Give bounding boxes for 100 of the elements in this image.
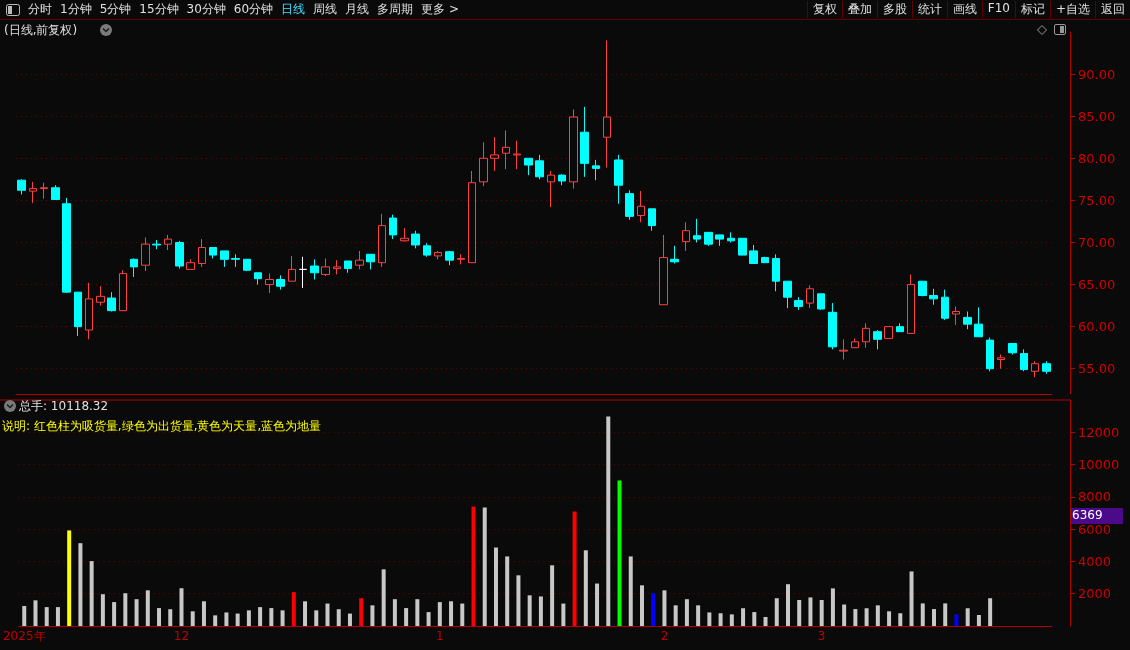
candlestick bbox=[434, 250, 442, 260]
text: 5分钟 bbox=[99, 1, 132, 18]
bar bbox=[718, 613, 723, 626]
bar bbox=[920, 603, 925, 626]
candlestick bbox=[963, 311, 972, 330]
candlestick bbox=[896, 322, 904, 333]
bar bbox=[44, 607, 49, 626]
candlestick bbox=[344, 260, 352, 274]
bar bbox=[168, 609, 173, 626]
candlestick bbox=[727, 231, 735, 243]
candlestick bbox=[400, 227, 409, 243]
bar bbox=[931, 609, 936, 626]
bar bbox=[134, 599, 139, 626]
candlestick bbox=[378, 213, 386, 268]
candlestick bbox=[490, 136, 499, 172]
bar bbox=[415, 599, 420, 626]
y-tick-label: 85.00 bbox=[1078, 108, 1116, 124]
bar bbox=[33, 600, 38, 626]
candlestick bbox=[186, 258, 195, 270]
bar bbox=[774, 598, 779, 626]
x-tick-label: 3 bbox=[817, 629, 826, 643]
candlestick bbox=[524, 157, 533, 176]
candlestick bbox=[580, 106, 589, 178]
candlestick bbox=[29, 181, 37, 204]
candlestick bbox=[862, 322, 870, 349]
candlestick bbox=[569, 108, 578, 190]
bar bbox=[55, 607, 60, 626]
text: 分时 bbox=[28, 1, 52, 18]
y-tick-label: 4000 bbox=[1078, 553, 1112, 569]
bar bbox=[246, 610, 251, 626]
candlestick bbox=[693, 218, 701, 243]
bar bbox=[808, 597, 813, 626]
bar bbox=[347, 613, 352, 626]
bar bbox=[853, 609, 858, 626]
text: 60分钟 bbox=[233, 1, 274, 18]
bar bbox=[224, 612, 229, 626]
bar bbox=[741, 608, 746, 626]
text: 复权 bbox=[806, 1, 842, 18]
y-tick-label: 90.00 bbox=[1078, 66, 1116, 82]
bar bbox=[898, 613, 903, 626]
candlestick bbox=[997, 353, 1005, 370]
bar bbox=[595, 583, 600, 626]
candlestick bbox=[828, 302, 837, 350]
bar bbox=[785, 584, 790, 626]
candlestick bbox=[941, 289, 949, 321]
bar bbox=[617, 480, 622, 626]
bar bbox=[67, 530, 72, 626]
x-tick-label: 12 bbox=[173, 629, 190, 643]
bar bbox=[976, 615, 981, 626]
x-tick-label: 2 bbox=[660, 629, 669, 643]
bar bbox=[572, 511, 577, 626]
bar bbox=[887, 611, 892, 626]
bar bbox=[370, 605, 375, 626]
candlestick bbox=[806, 284, 814, 309]
candlestick bbox=[839, 338, 848, 360]
text: 标记 bbox=[1014, 1, 1050, 18]
candlestick bbox=[457, 253, 465, 265]
bar bbox=[673, 605, 678, 626]
candlestick bbox=[333, 259, 341, 275]
text: 返回 bbox=[1095, 1, 1130, 18]
candlestick bbox=[704, 231, 713, 247]
bar bbox=[314, 610, 319, 626]
candlestick bbox=[265, 273, 274, 294]
bar bbox=[538, 596, 543, 626]
candlestick bbox=[592, 159, 600, 181]
candlestick bbox=[851, 337, 859, 349]
candlestick bbox=[1031, 360, 1039, 378]
text: 6369 bbox=[1072, 508, 1103, 522]
candlestick bbox=[175, 240, 184, 270]
bar bbox=[426, 612, 431, 626]
candlestick bbox=[299, 256, 307, 289]
y-tick-label: 6000 bbox=[1078, 521, 1112, 537]
text: 更多 > bbox=[421, 1, 459, 18]
bar bbox=[752, 612, 757, 626]
bar bbox=[359, 598, 364, 626]
bar bbox=[505, 556, 510, 626]
candlestick bbox=[107, 291, 116, 312]
bar bbox=[179, 588, 184, 626]
candlestick bbox=[907, 273, 915, 334]
text: 15分钟 bbox=[139, 1, 179, 18]
candlestick bbox=[96, 285, 105, 307]
candlestick bbox=[929, 288, 938, 306]
text: 说明: 红色柱为吸货量,绿色为出货量,黄色为天量,蓝色为地量 bbox=[2, 418, 322, 435]
bar bbox=[100, 594, 105, 626]
candlestick bbox=[1020, 348, 1028, 372]
candlestick bbox=[817, 293, 825, 311]
candlestick bbox=[366, 253, 375, 270]
text: 30分钟 bbox=[186, 1, 226, 18]
candlestick bbox=[321, 257, 330, 277]
y-tick-label: 60.00 bbox=[1078, 319, 1116, 335]
bar bbox=[269, 608, 274, 626]
bar bbox=[280, 610, 285, 626]
bar bbox=[404, 608, 409, 626]
candlestick bbox=[310, 258, 319, 281]
candlestick bbox=[40, 182, 48, 200]
candlestick bbox=[952, 305, 960, 326]
candlestick bbox=[17, 178, 26, 195]
candlestick bbox=[794, 296, 803, 311]
candlestick bbox=[603, 39, 611, 169]
candlestick bbox=[51, 184, 60, 201]
